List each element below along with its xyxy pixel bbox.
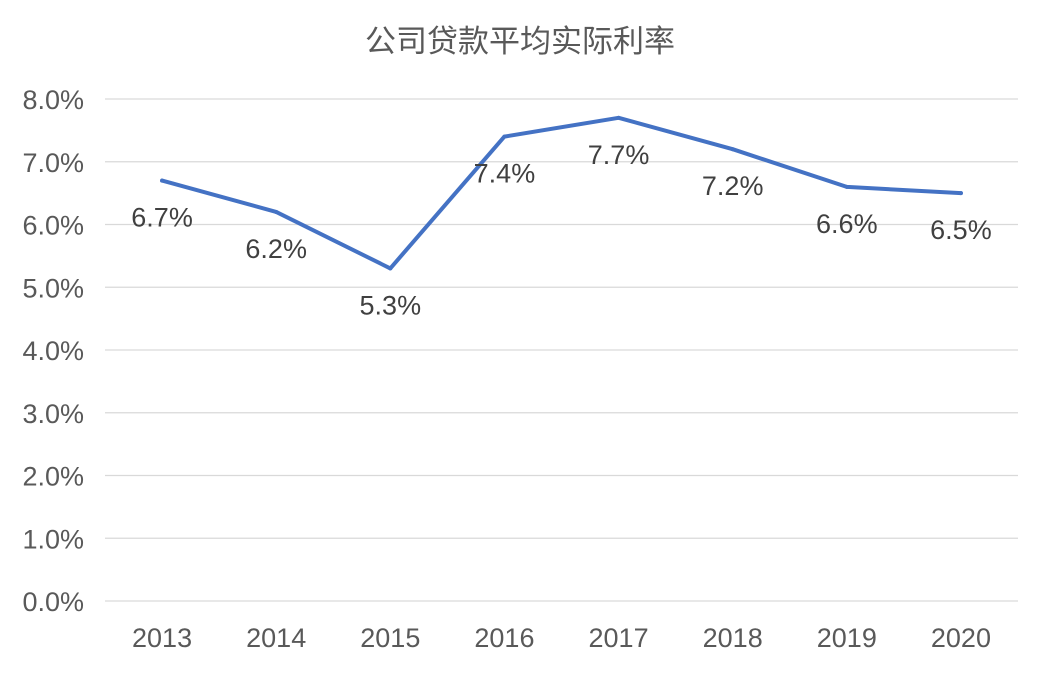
data-point xyxy=(160,178,165,183)
data-point xyxy=(502,134,507,139)
y-tick-label: 1.0% xyxy=(22,524,84,554)
data-point xyxy=(730,147,735,152)
y-tick-label: 4.0% xyxy=(22,336,84,366)
x-tick-label: 2016 xyxy=(474,623,534,653)
y-tick-label: 5.0% xyxy=(22,273,84,303)
y-tick-label: 6.0% xyxy=(22,211,84,241)
gridlines xyxy=(105,98,1018,602)
x-axis-ticks: 2013 2014 2015 2016 2017 2018 2019 2020 xyxy=(132,623,991,653)
data-point xyxy=(274,209,279,214)
chart-title: 公司贷款平均实际利率 xyxy=(365,24,675,60)
x-tick-label: 2014 xyxy=(246,623,306,653)
data-point xyxy=(844,184,849,189)
data-point xyxy=(958,191,963,196)
data-label: 7.7% xyxy=(588,140,650,170)
data-label: 7.2% xyxy=(702,171,764,201)
x-tick-label: 2017 xyxy=(589,623,649,653)
series-line xyxy=(160,115,963,271)
data-label: 6.6% xyxy=(816,209,878,239)
y-tick-label: 3.0% xyxy=(22,399,84,429)
data-label: 6.5% xyxy=(930,215,992,245)
data-label: 7.4% xyxy=(474,159,536,189)
y-tick-label: 7.0% xyxy=(22,148,84,178)
data-label: 5.3% xyxy=(360,290,422,320)
y-axis-ticks: 0.0% 1.0% 2.0% 3.0% 4.0% 5.0% 6.0% 7.0% 8.0% xyxy=(22,85,84,617)
x-tick-label: 2019 xyxy=(817,623,877,653)
x-tick-label: 2015 xyxy=(360,623,420,653)
data-point xyxy=(616,115,621,120)
x-tick-label: 2013 xyxy=(132,623,192,653)
y-tick-label: 0.0% xyxy=(22,587,84,617)
data-label: 6.7% xyxy=(131,203,193,233)
data-point xyxy=(388,266,393,271)
x-tick-label: 2018 xyxy=(703,623,763,653)
series-layer xyxy=(160,115,963,271)
data-labels: 6.7% 6.2% 5.3% 7.4% 7.7% 7.2% 6.6% 6.5% xyxy=(131,140,991,321)
y-tick-label: 8.0% xyxy=(22,85,84,115)
y-tick-label: 2.0% xyxy=(22,462,84,492)
data-label: 6.2% xyxy=(245,234,307,264)
x-tick-label: 2020 xyxy=(931,623,991,653)
